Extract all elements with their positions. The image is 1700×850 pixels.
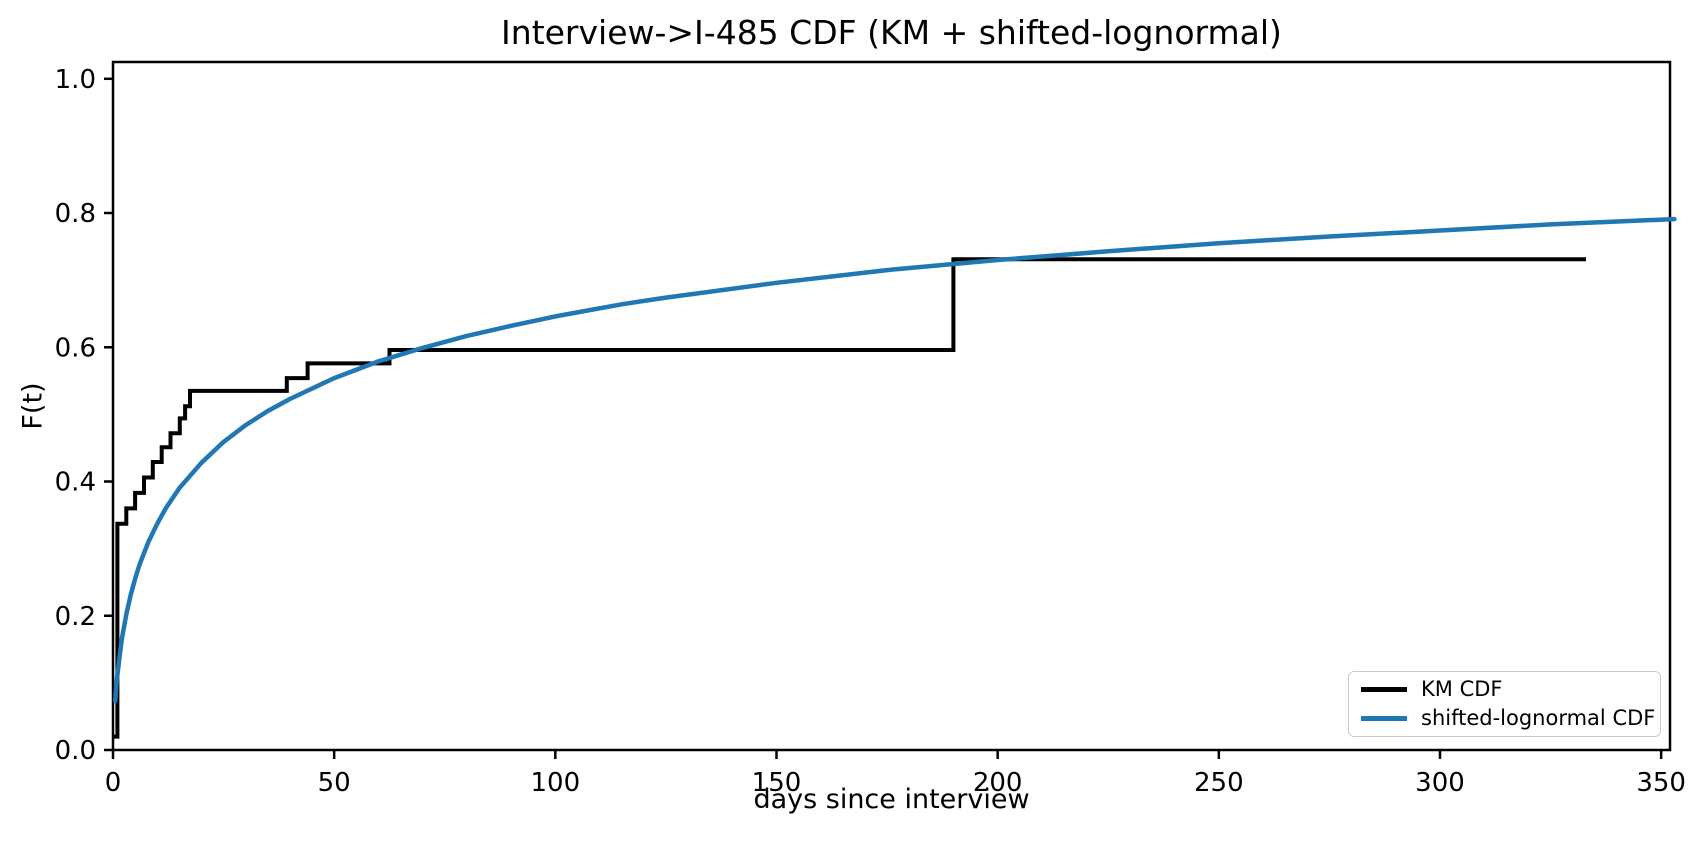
x-tick-label: 350	[1636, 768, 1686, 798]
legend-item-km: KM CDF	[1361, 678, 1648, 701]
legend-item-lognormal: shifted-lognormal CDF	[1361, 706, 1655, 730]
y-tick-label: 0.0	[55, 736, 96, 766]
x-tick-label: 100	[531, 768, 581, 798]
legend: KM CDF shifted-lognormal CDF	[1348, 671, 1661, 737]
y-tick-label: 0.8	[55, 199, 96, 229]
x-tick-label: 0	[105, 768, 122, 798]
legend-label-km: KM CDF	[1421, 677, 1503, 702]
axes: 0 50 100 150 200 250 300 350 0.0 0.2 0.4 0.6 0.8 1.0	[55, 60, 1686, 798]
x-tick-label: 200	[973, 768, 1023, 798]
lognormal-cdf-line	[112, 216, 1677, 704]
legend-label-lognormal: shifted-lognormal CDF	[1421, 705, 1656, 730]
x-tick-label: 50	[318, 768, 351, 798]
km-cdf-line	[113, 257, 1586, 739]
x-axis-label: days since interview	[753, 784, 1030, 815]
y-tick-label: 0.2	[55, 602, 96, 632]
y-tick-label: 0.6	[55, 333, 96, 363]
chart-title: Interview->I-485 CDF (KM + shifted-logno…	[501, 13, 1282, 52]
axes-frame	[111, 60, 1672, 752]
x-tick-label: 150	[752, 768, 802, 798]
y-tick-label: 0.4	[55, 468, 96, 498]
y-tick-label: 1.0	[55, 65, 96, 95]
km-line-swatch	[1361, 687, 1407, 693]
x-tick-label: 250	[1194, 768, 1244, 798]
x-tick-label: 300	[1415, 768, 1465, 798]
lognormal-line-swatch	[1361, 715, 1407, 721]
